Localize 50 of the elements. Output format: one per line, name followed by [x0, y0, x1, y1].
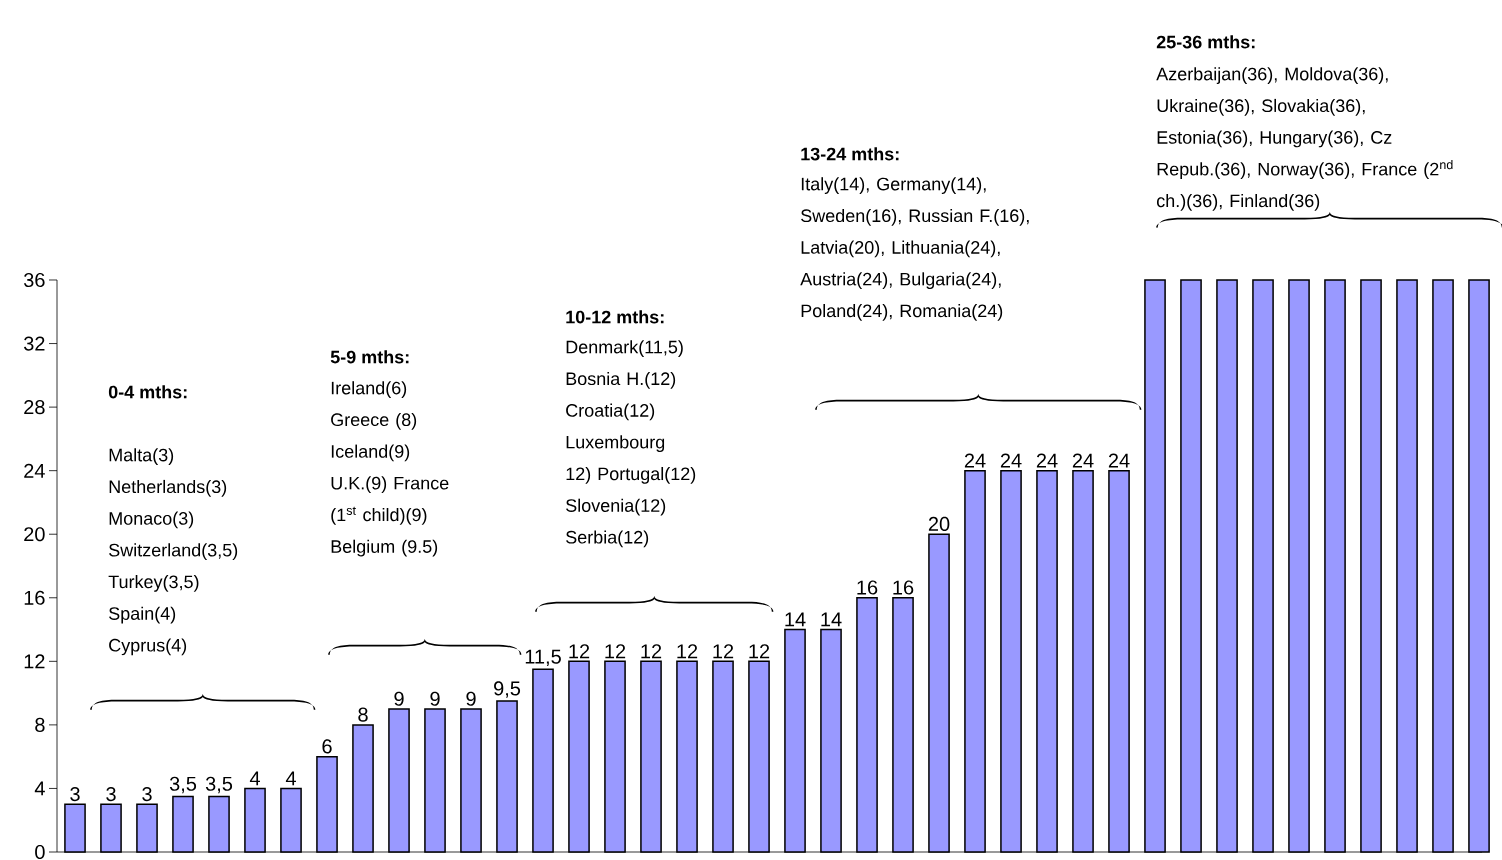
data-label: 9	[466, 691, 476, 706]
data-label: 11,5	[525, 649, 561, 667]
data-label: 16	[893, 580, 914, 595]
y-tick-label: 20	[24, 527, 45, 542]
data-label: 24	[1000, 453, 1022, 468]
y-tick-label: 36	[23, 272, 45, 288]
data-label: 24	[1108, 453, 1130, 468]
text: Azerbaijan(36), Moldova(36), Ukraine(36), Slovakia(36), Estonia(36), Hungary(36), Cz Repub.(36), Norway(36), France (2$^{nd}$ ch.)(36), Finland(36)	[1156, 67, 1453, 211]
data-label: 3	[106, 786, 116, 802]
annotation: Italy(14), Germany(14), Sweden(16), Russian F.(16), Latvia(20), Lithuania(24), Austria(24), Bulgaria(24), Poland(24), Romania(24)	[800, 177, 1029, 321]
text: 13-24 mths:	[801, 147, 899, 161]
y-tick-label: 0	[35, 844, 45, 860]
annotation: 10-12 mths:	[566, 310, 664, 324]
y-tick-label: 8	[35, 717, 45, 732]
annotation: 5-9 mths:	[330, 350, 409, 364]
data-label: 9,5	[494, 681, 521, 698]
y-tick-label: 32	[23, 336, 45, 351]
data-label: 20	[928, 516, 950, 532]
annotation: Denmark(11,5) Bosnia H.(12) Croatia(12) Luxembourg 12) Portugal(12) Slovenia(12) Serbia(12)	[566, 340, 696, 548]
data-label: 6	[322, 739, 332, 754]
y-tick-label: 4	[34, 781, 45, 796]
data-label: 16	[857, 580, 878, 595]
data-label: 12	[569, 644, 590, 659]
data-label: 14	[821, 612, 842, 627]
data-label: 24	[1072, 453, 1094, 468]
data-label: 4	[285, 771, 296, 786]
data-label: 12	[713, 644, 734, 659]
y-tick-label: 24	[24, 463, 45, 478]
data-label: 24	[1036, 453, 1058, 468]
data-label: 8	[358, 707, 368, 722]
data-label: 3	[70, 786, 80, 802]
annotation: Ireland(6) Greece (8) Iceland(9) U.K.(9) France (1$^{st}$ child)(9) Belgium (9.5)	[331, 381, 449, 557]
data-label: 3,5	[169, 776, 197, 794]
annotation: Malta(3) Netherlands(3) Monaco(3) Switzerland(3,5) Turkey(3,5) Spain(4) Cyprus(4)	[108, 448, 238, 656]
annotation: 0-4 mths:	[108, 385, 187, 399]
data-label: 14	[785, 612, 806, 627]
data-label: 4	[249, 771, 260, 786]
text: 25-36 mths:	[1156, 35, 1255, 49]
data-label: 24	[964, 453, 986, 468]
data-label: 12	[749, 644, 770, 659]
y-tick-label: 28	[24, 400, 45, 415]
data-label: 3	[142, 786, 152, 802]
y-tick-label: 16	[24, 590, 45, 605]
data-label: 12	[641, 644, 662, 659]
data-label: 12	[677, 644, 698, 659]
data-label: 9	[430, 691, 440, 706]
y-tick-label: 12	[24, 654, 45, 669]
data-label: 9	[394, 691, 404, 706]
data-label: 3,5	[205, 776, 233, 794]
data-label: 12	[605, 644, 626, 659]
